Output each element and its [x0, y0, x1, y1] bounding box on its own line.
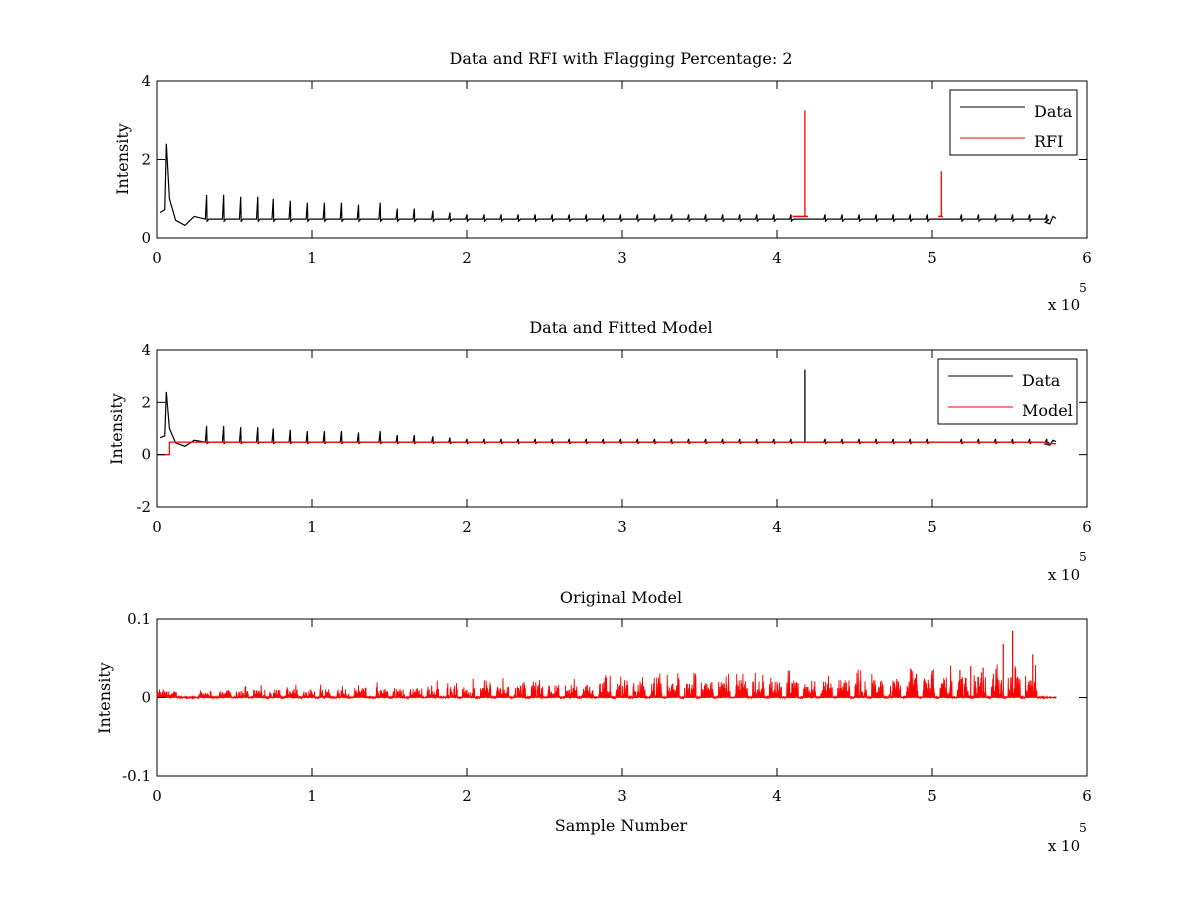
x-tick-label: 6: [1082, 787, 1092, 805]
subplot-title: Original Model: [560, 588, 682, 607]
series-data-line: [159, 143, 1057, 227]
x-tick-label: 3: [617, 518, 627, 536]
x-multiplier: x 10: [1048, 837, 1080, 855]
legend-label-rfi: RFI: [1034, 132, 1063, 151]
x-tick-label: 5: [927, 787, 937, 805]
x-tick-label: 1: [307, 249, 317, 267]
y-axis-label: Intensity: [113, 123, 132, 195]
x-tick-label: 3: [617, 249, 627, 267]
subplot-title: Data and RFI with Flagging Percentage: 2: [449, 49, 792, 68]
subplot-title: Data and Fitted Model: [529, 318, 712, 337]
legend: Data RFI: [949, 89, 1078, 156]
series-model-line: [157, 441, 1056, 456]
x-tick-label: 0: [152, 787, 162, 805]
subplot-original-model: Original Model Intensity Sample Number 0…: [95, 588, 1092, 855]
x-tick-label: 1: [307, 787, 317, 805]
x-tick-label: 6: [1082, 249, 1092, 267]
x-multiplier-exponent: 5: [1079, 550, 1087, 564]
y-tick-label: 0: [141, 229, 151, 247]
x-axis-label: Sample Number: [555, 816, 688, 835]
legend-label-model: Model: [1022, 401, 1073, 420]
y-tick-label: -2: [136, 498, 151, 516]
x-tick-label: 2: [462, 249, 472, 267]
legend-box: [949, 89, 1078, 156]
x-multiplier: x 10: [1048, 566, 1080, 584]
x-tick-label: 4: [772, 787, 782, 805]
tick-labels: 0 1 2 3 4 5 6-0.100.1: [122, 610, 1092, 805]
y-tick-label: 2: [141, 393, 151, 411]
y-tick-label: 4: [141, 341, 151, 359]
y-tick-label: -0.1: [122, 767, 151, 785]
x-tick-label: 0: [152, 249, 162, 267]
x-multiplier-exponent: 5: [1079, 281, 1087, 295]
series-original-model-line: [156, 664, 1057, 700]
x-multiplier: x 10: [1048, 296, 1080, 314]
x-tick-label: 3: [617, 787, 627, 805]
x-tick-label: 6: [1082, 518, 1092, 536]
y-tick-label: 2: [141, 151, 151, 169]
y-tick-label: 0.1: [127, 610, 151, 628]
legend-label-data: Data: [1022, 371, 1061, 390]
x-tick-label: 0: [152, 518, 162, 536]
legend-label-data: Data: [1034, 102, 1073, 121]
x-tick-label: 2: [462, 518, 472, 536]
x-tick-label: 5: [927, 249, 937, 267]
y-tick-label: 0: [141, 446, 151, 464]
x-tick-label: 5: [927, 518, 937, 536]
x-tick-label: 1: [307, 518, 317, 536]
x-multiplier-exponent: 5: [1079, 821, 1087, 835]
subplot-data-rfi: Data and RFI with Flagging Percentage: 2…: [113, 49, 1092, 314]
tick-labels: 0 1 2 3 4 5 6 0 2 4: [141, 72, 1091, 267]
legend: Data Model: [937, 358, 1078, 425]
y-axis-label: Intensity: [95, 662, 114, 734]
x-tick-label: 4: [772, 518, 782, 536]
y-tick-label: 0: [141, 689, 151, 707]
y-axis-label: Intensity: [107, 393, 126, 465]
x-tick-label: 2: [462, 787, 472, 805]
subplot-data-model: Data and Fitted Model Intensity 0 1 2 3 4 5 6 -…: [107, 318, 1092, 584]
legend-box: [937, 358, 1078, 425]
x-tick-label: 4: [772, 249, 782, 267]
y-tick-label: 4: [141, 72, 151, 90]
